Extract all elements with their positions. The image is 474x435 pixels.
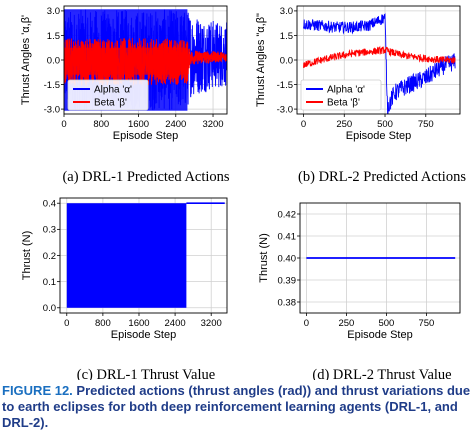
y-tick-label: 0.3 [43, 225, 56, 236]
plot-area [66, 202, 225, 308]
figure-caption: FIGURE 12. Predicted actions (thrust ang… [2, 383, 472, 431]
x-tick-label: 0 [64, 318, 69, 329]
x-tick-label: 3200 [201, 318, 222, 329]
figure: 0 800 1600 2400 3200 -3.0 -1.5 0.0 1.5 3.0 Episode… [20, 5, 466, 380]
plot-area [303, 13, 456, 114]
x-tick-label: 1600 [128, 119, 149, 130]
legend-entry: Alpha 'α' [94, 85, 132, 96]
y-tick-label: 0.0 [47, 55, 60, 66]
legend: Alpha 'α' Beta 'β' [300, 79, 382, 111]
x-tick-label: 250 [336, 119, 352, 130]
x-axis-label: Episode Step [346, 130, 411, 142]
y-axis-label: Thrust (N) [258, 233, 270, 283]
series-area-thrust [66, 203, 187, 308]
subcaption: (b) DRL-2 Predicted Actions [298, 169, 466, 185]
legend: Alpha 'α' Beta 'β' [67, 79, 149, 111]
chart-panel-b: 0 250 500 750 -3.0 -1.5 0.0 1.5 3.0 Episode Step T… [255, 5, 466, 185]
legend-entry: Beta 'β' [94, 98, 127, 109]
x-tick-label: 500 [377, 119, 393, 130]
x-tick-label: 0 [61, 119, 66, 130]
series-line-beta [303, 45, 456, 68]
x-tick-label: 1600 [128, 318, 149, 329]
y-tick-label: -3.0 [277, 104, 293, 115]
subcaption: (a) DRL-1 Predicted Actions [62, 169, 229, 185]
y-tick-label: 0.4 [43, 199, 56, 210]
x-axis-label: Episode Step [347, 329, 412, 341]
y-axis-label: Thrust Angles "α,β" [255, 13, 267, 107]
y-tick-label: -1.5 [277, 80, 293, 91]
y-tick-label: 1.5 [47, 31, 60, 42]
y-axis-label: Thrust (N) [21, 231, 33, 281]
subcaption: (c) DRL-1 Thrust Value [77, 367, 215, 380]
x-tick-label: 800 [93, 119, 109, 130]
y-tick-label: 0.38 [278, 297, 297, 308]
y-tick-label: -1.5 [44, 80, 60, 91]
series-line-alpha [303, 13, 456, 114]
x-tick-label: 800 [95, 318, 111, 329]
x-tick-label: 3200 [202, 119, 223, 130]
x-tick-label: 0 [301, 119, 306, 130]
y-tick-label: 0.40 [278, 253, 297, 264]
x-tick-label: 0 [304, 318, 309, 329]
y-tick-label: 3.0 [47, 6, 60, 17]
legend-entry: Beta 'β' [327, 98, 360, 109]
chart-panel-a: 0 800 1600 2400 3200 -3.0 -1.5 0.0 1.5 3.0 Episode… [20, 5, 230, 185]
x-tick-label: 2400 [165, 318, 186, 329]
x-tick-label: 250 [338, 318, 354, 329]
y-tick-label: 3.0 [280, 6, 293, 17]
y-axis-label: Thrust Angles 'α,β' [20, 15, 32, 105]
legend-entry: Alpha 'α' [327, 85, 365, 96]
subcaption: (d) DRL-2 Thrust Value [312, 367, 451, 380]
x-axis-label: Episode Step [111, 329, 176, 341]
y-tick-label: 0.2 [43, 251, 56, 262]
y-tick-label: 0.42 [278, 209, 297, 220]
y-tick-label: 0.1 [43, 277, 56, 288]
y-tick-label: 0.39 [278, 275, 297, 286]
chart-panel-d: 0 250 500 750 0.38 0.39 0.40 0.41 0.42 Episode St… [258, 202, 461, 380]
y-tick-label: 1.5 [280, 31, 293, 42]
chart-panel-c: 0 800 1600 2400 3200 0.0 0.1 0.2 0.3 0.4 Episode S… [21, 197, 228, 380]
x-tick-label: 750 [418, 119, 434, 130]
y-tick-label: 0.0 [280, 55, 293, 66]
figure-caption-text: Predicted actions (thrust angles (rad)) … [2, 383, 471, 430]
x-tick-label: 500 [378, 318, 394, 329]
y-tick-label: -3.0 [44, 104, 60, 115]
x-axis-label: Episode Step [113, 130, 178, 142]
y-tick-label: 0.0 [43, 303, 56, 314]
x-tick-label: 750 [418, 318, 434, 329]
figure-label: FIGURE 12. [2, 383, 73, 398]
x-tick-label: 2400 [165, 119, 186, 130]
series-band-beta [64, 47, 188, 75]
y-tick-label: 0.41 [278, 231, 297, 242]
